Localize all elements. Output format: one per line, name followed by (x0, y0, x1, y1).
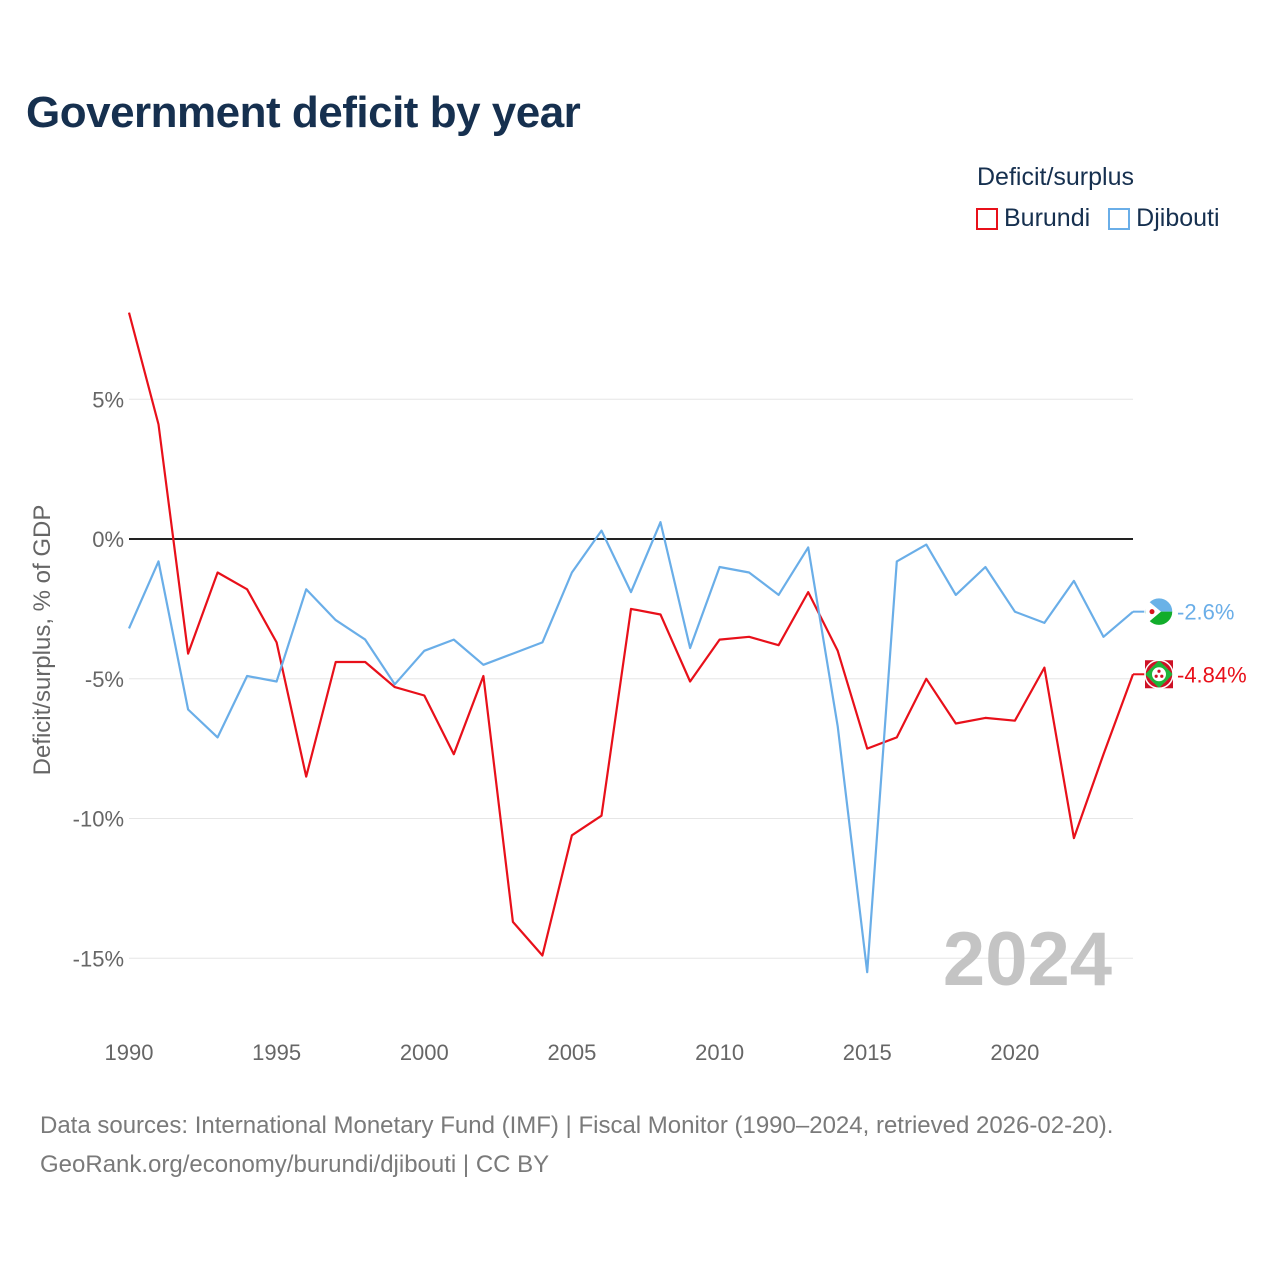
djibouti-flag-icon (1144, 596, 1174, 627)
sources-line-2[interactable]: GeoRank.org/economy/burundi/djibouti | C… (40, 1151, 550, 1178)
gridlines (129, 398, 1133, 959)
data-sources: Data sources: International Monetary Fun… (40, 1106, 1113, 1184)
y-tick-label: -10% (73, 807, 124, 832)
y-axis-ticks: 5% 0% -5% -10% -15% (73, 387, 124, 971)
legend-item-djibouti[interactable]: Djibouti (1108, 204, 1220, 233)
series-line-burundi[interactable] (127, 312, 1135, 957)
x-tick-label: 2005 (547, 1040, 596, 1065)
legend-label-djibouti: Djibouti (1136, 204, 1220, 232)
series-lines (127, 312, 1135, 974)
y-tick-label: -15% (73, 946, 124, 971)
chart-title: Government deficit by year (26, 88, 581, 137)
x-tick-label: 1990 (105, 1040, 154, 1065)
x-tick-label: 2015 (843, 1040, 892, 1065)
burundi-flag-icon (1143, 658, 1175, 691)
legend-swatch-djibouti (1108, 207, 1131, 230)
y-tick-label: 0% (92, 527, 124, 552)
year-watermark: 2024 (943, 917, 1112, 1002)
x-tick-label: 1995 (252, 1040, 301, 1065)
end-value-label-djibouti: -2.6% (1177, 600, 1234, 625)
line-chart: 5% 0% -5% -10% -15% 1990 1995 2000 2005 2010 2015… (29, 312, 1247, 1065)
x-tick-label: 2010 (695, 1040, 744, 1065)
x-tick-label: 2000 (400, 1040, 449, 1065)
x-axis-ticks: 1990 1995 2000 2005 2010 2015 2020 (105, 1040, 1040, 1065)
sources-line-1: Data sources: International Monetary Fun… (40, 1112, 1114, 1139)
legend-item-burundi[interactable]: Burundi (976, 204, 1090, 233)
y-tick-label: 5% (92, 387, 124, 412)
y-axis-label: Deficit/surplus, % of GDP (29, 505, 56, 776)
y-tick-label: -5% (85, 667, 124, 692)
legend-title: Deficit/surplus (977, 163, 1134, 191)
legend: Burundi Djibouti (976, 204, 1220, 233)
legend-label-burundi: Burundi (1004, 204, 1091, 232)
end-value-label-burundi: -4.84% (1177, 662, 1247, 687)
series-line-djibouti[interactable] (127, 521, 1134, 974)
end-markers: -4.84% -2.6% (1133, 596, 1247, 691)
legend-swatch-burundi (976, 207, 998, 230)
x-tick-label: 2020 (990, 1040, 1039, 1065)
